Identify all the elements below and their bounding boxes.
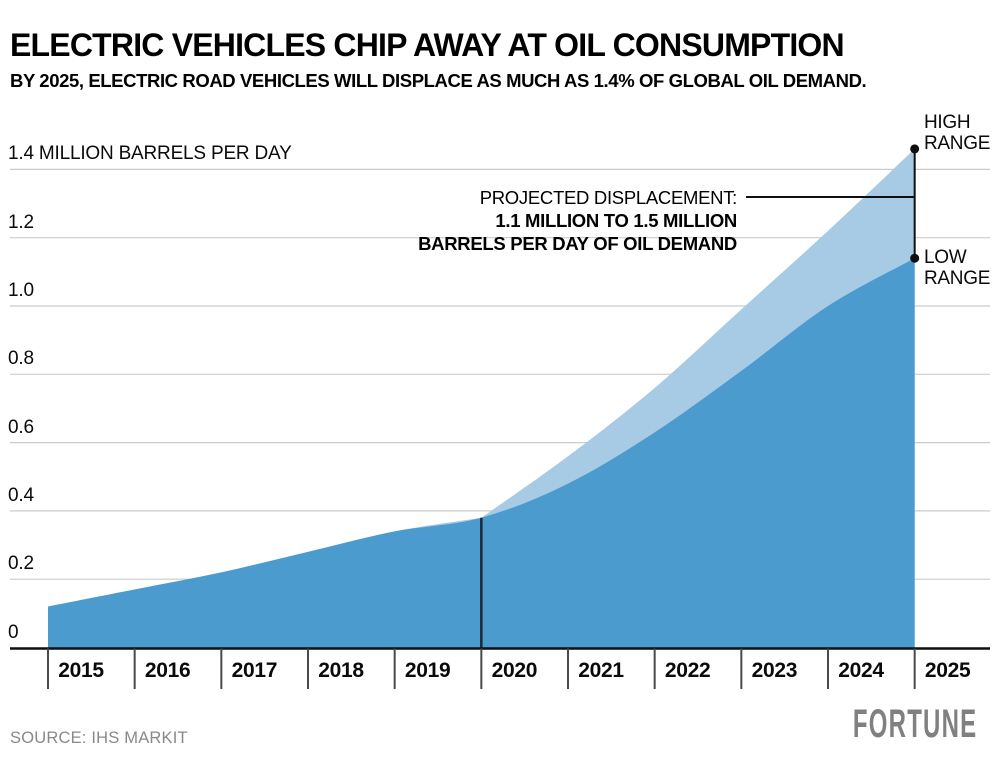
x-tick-label: 2021 bbox=[578, 659, 624, 682]
low-range-dot bbox=[910, 253, 920, 263]
x-tick-label: 2020 bbox=[491, 659, 538, 682]
annotation-range: 1.1 MILLION TO 1.5 MILLION bbox=[495, 210, 737, 231]
high-range-label: HIGH RANGE bbox=[924, 112, 991, 154]
source-credit: SOURCE: IHS MARKIT bbox=[10, 729, 188, 747]
low-range-label: LOW RANGE bbox=[924, 247, 991, 289]
x-tick-label: 2025 bbox=[924, 659, 971, 682]
y-tick-label: 1.2 bbox=[8, 211, 34, 233]
x-tick-label: 2016 bbox=[144, 659, 191, 682]
y-tick-label: 0.4 bbox=[8, 484, 34, 506]
chart-subtitle: BY 2025, ELECTRIC ROAD VEHICLES WILL DIS… bbox=[10, 70, 867, 91]
x-tick-label: 2017 bbox=[231, 659, 278, 682]
x-tick-label: 2022 bbox=[664, 659, 711, 682]
x-tick-label: 2019 bbox=[404, 659, 451, 682]
chart-title: ELECTRIC VEHICLES CHIP AWAY AT OIL CONSU… bbox=[10, 27, 845, 63]
low-range-area bbox=[48, 258, 915, 648]
annotation-units: BARRELS PER DAY OF OIL DEMAND bbox=[418, 233, 737, 254]
y-tick-label: 1.4 MILLION BARRELS PER DAY bbox=[8, 143, 292, 165]
x-tick-label: 2015 bbox=[58, 659, 104, 682]
high-range-dot bbox=[910, 144, 920, 154]
y-tick-label: 1.0 bbox=[8, 280, 34, 301]
fortune-logo: FORTUNE bbox=[852, 702, 977, 746]
annotation-intro: PROJECTED DISPLACEMENT: bbox=[479, 187, 738, 208]
x-tick-label: 2018 bbox=[318, 659, 364, 682]
y-tick-label: 0.8 bbox=[8, 348, 34, 370]
y-tick-label: 0.6 bbox=[8, 416, 34, 438]
x-tick-label: 2023 bbox=[751, 659, 798, 682]
projection-annotation: PROJECTED DISPLACEMENT: 1.1 MILLION TO 1… bbox=[418, 186, 737, 255]
x-tick-label: 2024 bbox=[838, 659, 884, 682]
y-tick-label: 0.2 bbox=[8, 553, 34, 575]
y-tick-label: 0 bbox=[8, 621, 19, 643]
